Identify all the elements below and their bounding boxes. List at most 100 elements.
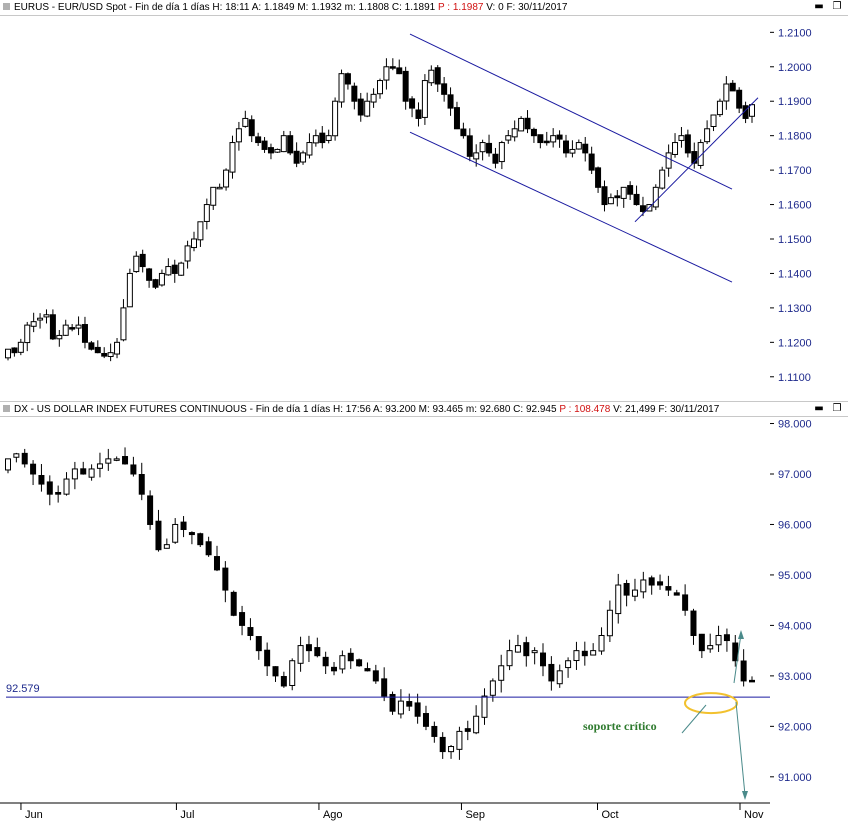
eurusd-candle [364,100,371,117]
dx-candle [339,655,346,670]
dx-candle [506,650,513,667]
eurusd-candle [453,107,460,130]
channel-upper-line [409,33,733,190]
dx-candle [439,736,446,753]
dx-candle [364,668,371,672]
bottom-a-value: 93.200 [385,404,416,415]
eurusd-candle [601,186,608,206]
restore-icon: ❐ [832,403,842,414]
eurusd-candle [466,135,473,157]
dx-candle [540,652,547,667]
bottom-p-value: 108.478 [574,404,611,415]
eurusd-candle [710,114,717,128]
eurusd-candle [325,135,332,141]
eurusd-candle [582,143,589,154]
dx-candle [331,666,338,672]
eurusd-candle [293,150,300,164]
support-highlight-ellipse [684,692,738,715]
dx-candle [13,453,20,458]
top-minimize-button[interactable]: ▬ [814,2,824,12]
dx-candle [481,695,488,718]
dx-candle [640,579,647,593]
eurusd-candle [563,140,569,154]
bottom-symbol: DX [14,404,28,415]
dx-candle [255,636,262,652]
dx-candle [406,701,413,707]
eurusd-candle [396,67,403,75]
bottom-h-value: 17:56 [345,404,371,415]
dx-candle [239,612,246,626]
dx-candle [565,660,572,669]
eurusd-candle [434,67,441,85]
eurusd-candle [614,195,621,199]
dx-candle [615,584,622,615]
eurusd-candle [75,324,82,329]
eurusd-candle [704,128,711,143]
dx-candle [723,634,730,642]
eurusd-candle [678,135,685,141]
dx-candle [122,456,129,465]
dx-candle [247,627,254,636]
dx-candle [581,650,588,657]
arrow-down-head [742,791,748,800]
bottom-pane-header: DX - US DOLLAR INDEX FUTURES CONTINUOUS … [0,401,848,417]
eurusd-candle [595,167,602,188]
dx-candle [130,464,137,475]
eurusd-candle [11,347,18,354]
eurusd-candle [332,100,339,137]
dx-candle [305,644,312,652]
eurusd-candle [69,327,76,330]
arrow-up-line [733,633,742,684]
dx-candle [698,633,705,652]
eurusd-candle [88,342,95,350]
bottom-restore-button[interactable]: ❐ [832,404,842,414]
eurusd-candle [511,128,518,138]
eurusd-y-tick-label: 1.2000 [778,62,812,74]
eurusd-candle [723,83,730,102]
eurusd-candle [575,142,582,150]
channel-lower-line [409,131,733,283]
dx-candle [155,520,162,551]
eurusd-candle [107,352,114,358]
rising-support-line [634,97,759,223]
dx-candle [71,468,78,480]
eurusd-candle [530,128,537,137]
dx-y-tick-label: 94.000 [778,620,812,632]
dx-y-tick-label: 91.000 [778,772,812,784]
eurusd-candle [126,272,133,308]
eurusd-candle [248,119,255,137]
dx-candle [197,533,204,546]
eurusd-candle [351,85,358,102]
eurusd-candle [505,135,512,141]
eurusd-candle [543,140,550,144]
dx-candle [163,544,170,549]
dx-candle [573,650,580,662]
eurusd-y-tick-label: 1.1200 [778,337,812,349]
dx-candle [222,567,229,591]
eurusd-candle [146,268,153,281]
dx-candle [96,463,103,469]
eurusd-candle [191,238,197,249]
top-restore-button[interactable]: ❐ [832,2,842,12]
eurusd-candle [377,80,383,95]
eurusd-candle [421,80,428,118]
eurusd-candle [37,317,44,321]
dx-candle [464,728,471,732]
minimize-icon: ▬ [814,1,824,12]
dx-candle [598,634,605,652]
dx-candle [523,642,530,657]
eurusd-candle [114,341,121,355]
eurusd-candle [492,153,499,164]
dx-candle [456,730,463,750]
x-tick-label: Ago [323,809,343,821]
eurusd-candle [447,94,454,109]
dx-candle [356,659,363,667]
eurusd-candle [460,128,467,137]
bottom-minimize-button[interactable]: ▬ [814,404,824,414]
eurusd-y-tick-label: 1.1300 [778,303,812,315]
dx-candle [381,678,388,697]
dx-candle [188,532,195,536]
dx-candle [389,693,396,712]
eurusd-candle [171,264,178,274]
dx-candle [690,610,697,636]
